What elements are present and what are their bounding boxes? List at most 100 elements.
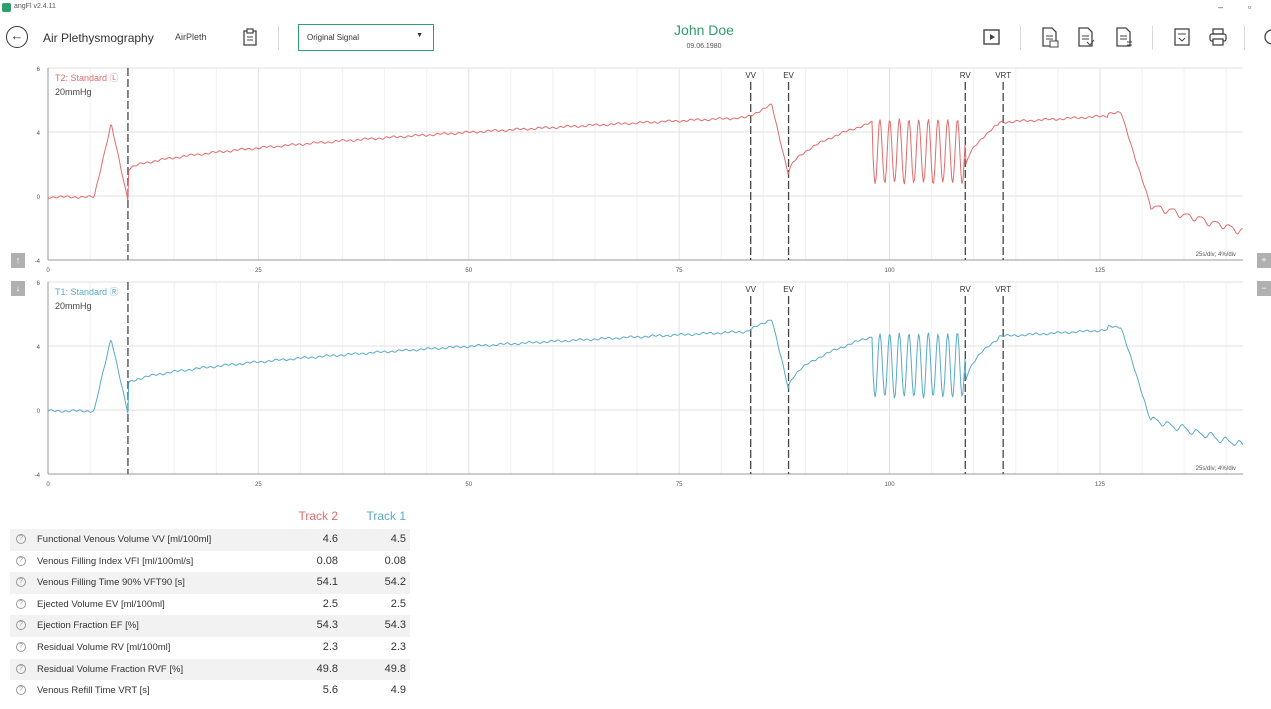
info-icon[interactable]: ? [16,598,26,609]
x-tick-label: 100 [885,482,896,488]
x-tick-label: 125 [1095,268,1106,274]
scroll-down-button[interactable]: ↓ [11,281,25,296]
marker-label-vrt: VRT [995,71,1011,80]
toolbar-divider [1152,26,1153,50]
table-row: ? Venous Filling Time 90% VFT90 [s] 54.1 54… [10,572,410,594]
x-tick-label: 0 [46,268,50,274]
x-tick-label: 75 [676,482,683,488]
track2-value: 0.08 [316,554,338,567]
signal-select-value: Original Signal [307,33,360,42]
x-tick-label: 125 [1095,482,1106,488]
table-row: ? Venous Refill Time VRT [s] 5.6 4.9 [10,680,410,702]
y-tick-label: 4 [37,345,41,351]
marker-label-vv: VV [745,285,756,294]
parameter-label: Residual Volume Fraction RVF [%] [37,663,184,675]
x-tick-label: 25 [255,482,262,488]
track-scale: 25s/div; 4%/div [1196,252,1236,258]
track1-value: 54.2 [384,576,406,589]
zoom-in-button[interactable]: + [1257,253,1271,268]
marker-label-rv: RV [960,285,972,294]
app-logo-icon [2,3,11,12]
signal-select[interactable]: Original Signal ▼ [298,24,434,51]
track2-chart[interactable]: 6 4 0 -4 0 25 50 75 100 125 VV EV RV VRT T2: Standar… [0,62,1271,280]
minimize-button[interactable]: – [1218,2,1224,12]
parameter-label: Ejection Fraction EF [%] [37,620,139,632]
info-icon[interactable]: ? [16,555,26,566]
marker-label-ev: EV [783,285,794,294]
x-tick-label: 0 [46,482,50,488]
export-report-icon[interactable] [1076,26,1096,48]
export-data-icon[interactable] [1114,26,1134,48]
info-icon[interactable]: ? [16,577,26,588]
table-row: ? Residual Volume RV [ml/100ml] 2.3 2.3 [10,637,410,659]
track-label: T1: Standard Ⓡ [55,287,119,297]
track1-value: 2.3 [390,640,406,653]
track2-value: 2.5 [322,597,338,610]
settings-icon[interactable] [1262,26,1271,48]
table-row: ? Ejected Volume EV [ml/100ml] 2.5 2.5 [10,594,410,616]
play-icon[interactable] [982,26,1002,48]
parameter-label: Ejected Volume EV [ml/100ml] [37,598,165,610]
info-icon[interactable]: ? [16,534,26,544]
track2-value: 49.8 [316,662,338,675]
info-icon[interactable]: ? [16,685,26,696]
patient-name: John Doe [674,22,734,38]
clipboard-icon[interactable] [242,28,258,46]
parameter-label: Venous Filling Index VFI [ml/100ml/s] [37,555,194,567]
window-titlebar: angFl v2.4.11 – ▫ [0,0,1271,16]
track1-chart[interactable]: 6 4 0 -4 0 25 50 75 100 125 VV EV RV VRT T1: Standar… [0,276,1271,494]
y-tick-label: -4 [35,473,41,479]
export-doc-icon[interactable] [1040,26,1060,48]
y-tick-label: 0 [37,409,41,415]
toolbar-divider [1244,26,1245,50]
back-arrow-icon[interactable]: ← [6,26,28,48]
marker-label-vv: VV [745,71,756,80]
patient-dob: 09.06.1980 [686,43,722,50]
track1-value: 54.3 [384,619,406,632]
y-tick-label: 6 [37,281,41,287]
track1-value: 49.8 [384,662,406,675]
y-tick-label: -4 [35,259,41,265]
track2-value: 2.3 [322,640,338,653]
column-header-track1: Track 1 [366,509,406,523]
marker-label-vrt: VRT [995,285,1011,294]
y-tick-label: 6 [37,67,41,73]
parameter-label: Residual Volume RV [ml/100ml] [37,641,171,653]
signal-trace [47,319,1244,446]
parameter-label: Venous Refill Time VRT [s] [37,685,150,697]
marker-label-rv: RV [960,71,972,80]
results-rows: ? Functional Venous Volume VV [ml/100ml] 4… [10,529,410,702]
track2-value: 54.1 [316,576,338,589]
scroll-up-button[interactable]: ↑ [11,253,25,268]
print-icon[interactable] [1208,26,1228,48]
maximize-button[interactable]: ▫ [1248,2,1252,12]
x-tick-label: 25 [255,268,262,274]
track-scale: 25s/div; 4%/div [1196,466,1236,472]
marker-label-ev: EV [783,71,794,80]
import-icon[interactable] [1172,26,1192,48]
zoom-out-button[interactable]: − [1257,281,1271,296]
parameter-label: Functional Venous Volume VV [ml/100ml] [37,534,212,545]
toolbar-divider [1020,26,1021,50]
toolbar-divider [278,26,279,50]
module-short-name: AirPleth [175,32,207,42]
column-header-track2: Track 2 [298,509,338,523]
window-title: angFl v2.4.11 [14,3,56,10]
table-row: ? Functional Venous Volume VV [ml/100ml] 4… [10,529,410,551]
x-tick-label: 100 [885,268,896,274]
table-row: ? Ejection Fraction EF [%] 54.3 54.3 [10,615,410,637]
info-icon[interactable]: ? [16,641,26,652]
chevron-down-icon: ▼ [416,32,423,39]
header-toolbar: ← Air Plethysmography AirPleth Original … [0,16,1271,60]
y-tick-label: 0 [37,195,41,201]
track2-value: 5.6 [322,684,338,697]
x-tick-label: 75 [676,268,683,274]
track-label: T2: Standard Ⓛ [55,73,119,83]
table-row: ? Venous Filling Index VFI [ml/100ml/s] 0.… [10,551,410,573]
track-units: 20mmHg [55,301,92,311]
info-icon[interactable]: ? [16,663,26,674]
track1-value: 2.5 [390,597,406,610]
x-tick-label: 50 [465,482,472,488]
info-icon[interactable]: ? [16,620,26,631]
track1-value: 4.5 [390,533,406,545]
